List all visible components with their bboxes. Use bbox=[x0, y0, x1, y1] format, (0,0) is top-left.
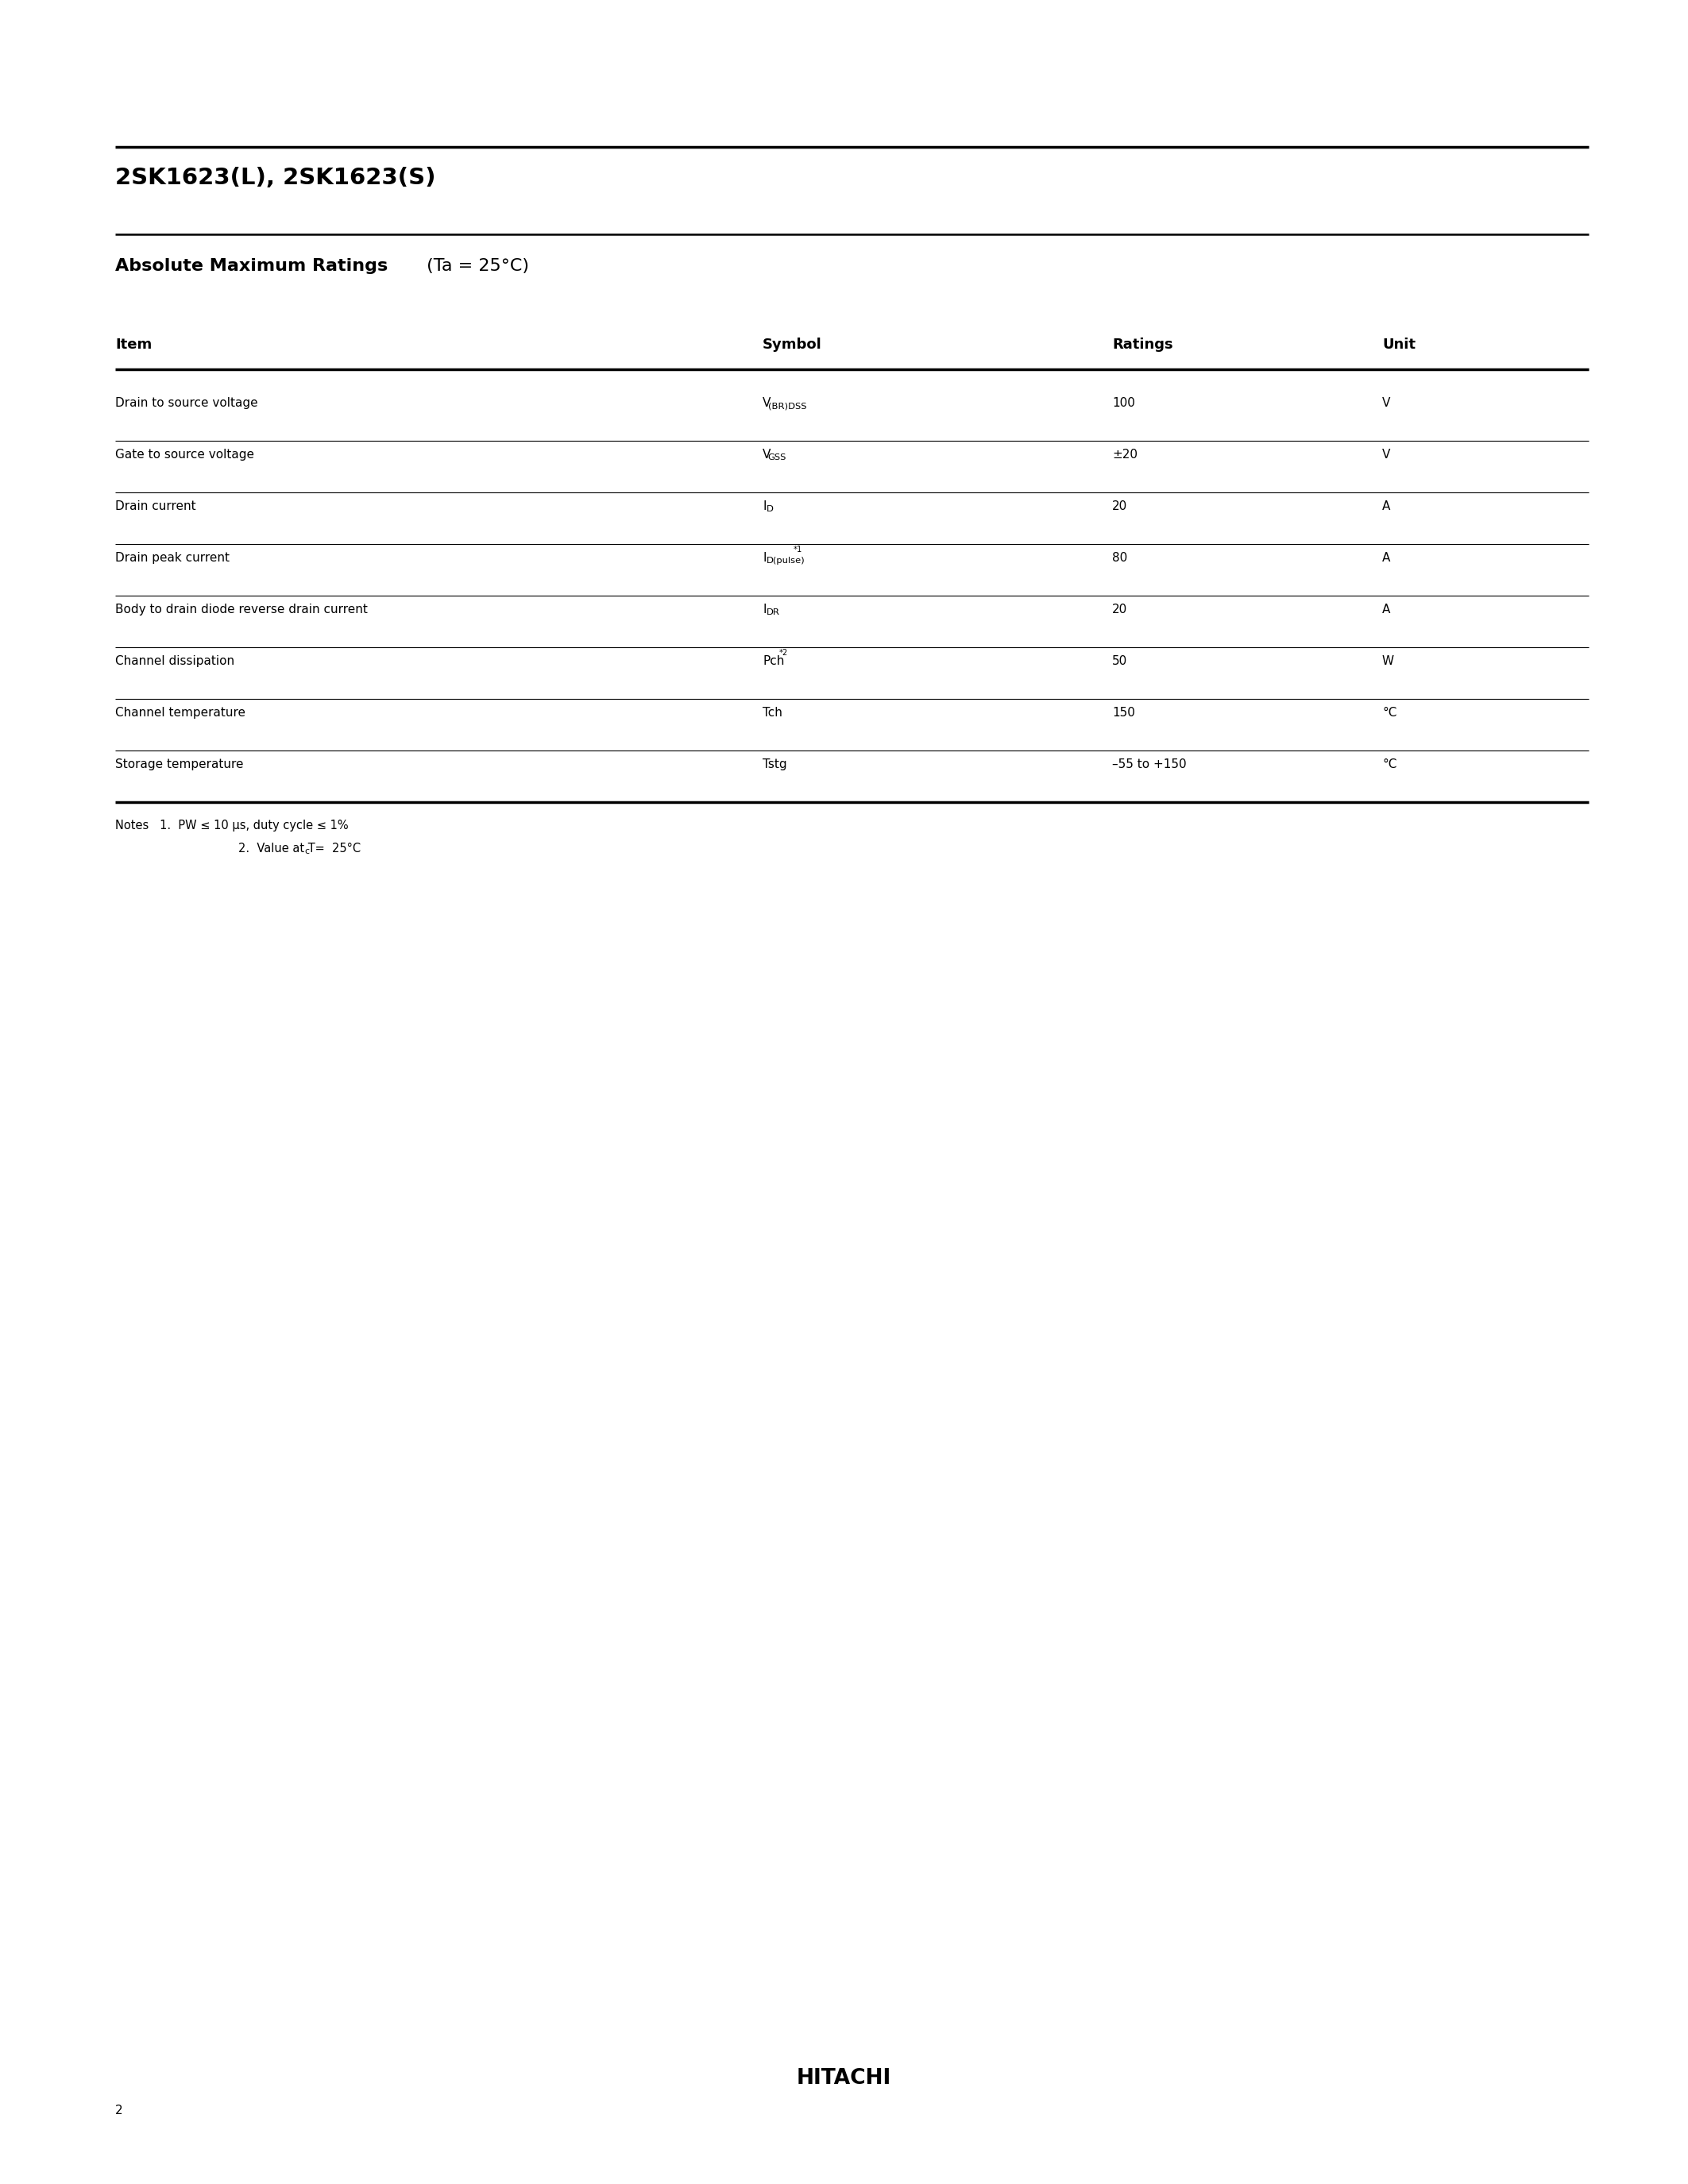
Text: Ratings: Ratings bbox=[1112, 339, 1173, 352]
Text: –55 to +150: –55 to +150 bbox=[1112, 758, 1187, 771]
Text: GSS: GSS bbox=[768, 454, 787, 461]
Text: c: c bbox=[304, 847, 309, 856]
Text: V: V bbox=[763, 448, 771, 461]
Text: Item: Item bbox=[115, 339, 152, 352]
Text: Tstg: Tstg bbox=[763, 758, 787, 771]
Text: Notes   1.  PW ≤ 10 μs, duty cycle ≤ 1%: Notes 1. PW ≤ 10 μs, duty cycle ≤ 1% bbox=[115, 819, 348, 832]
Text: W: W bbox=[1382, 655, 1394, 666]
Text: Drain current: Drain current bbox=[115, 500, 196, 513]
Text: °C: °C bbox=[1382, 708, 1396, 719]
Text: Drain to source voltage: Drain to source voltage bbox=[115, 397, 258, 408]
Text: Drain peak current: Drain peak current bbox=[115, 553, 230, 563]
Text: *2: *2 bbox=[778, 649, 788, 657]
Text: Symbol: Symbol bbox=[763, 339, 822, 352]
Text: 150: 150 bbox=[1112, 708, 1134, 719]
Text: V: V bbox=[1382, 448, 1391, 461]
Text: Unit: Unit bbox=[1382, 339, 1416, 352]
Text: DR: DR bbox=[766, 609, 780, 616]
Text: Storage temperature: Storage temperature bbox=[115, 758, 243, 771]
Text: Tch: Tch bbox=[763, 708, 782, 719]
Text: 2.  Value at T: 2. Value at T bbox=[238, 843, 316, 854]
Text: Channel dissipation: Channel dissipation bbox=[115, 655, 235, 666]
Text: V: V bbox=[1382, 397, 1391, 408]
Text: *1: *1 bbox=[793, 546, 802, 555]
Text: 2SK1623(L), 2SK1623(S): 2SK1623(L), 2SK1623(S) bbox=[115, 166, 436, 190]
Text: (Ta = 25°C): (Ta = 25°C) bbox=[420, 258, 528, 273]
Text: 2: 2 bbox=[115, 2105, 123, 2116]
Text: Channel temperature: Channel temperature bbox=[115, 708, 245, 719]
Text: 50: 50 bbox=[1112, 655, 1128, 666]
Text: 20: 20 bbox=[1112, 500, 1128, 513]
Text: I: I bbox=[763, 500, 766, 513]
Text: A: A bbox=[1382, 553, 1391, 563]
Text: Gate to source voltage: Gate to source voltage bbox=[115, 448, 255, 461]
Text: 100: 100 bbox=[1112, 397, 1134, 408]
Text: =  25°C: = 25°C bbox=[312, 843, 361, 854]
Text: 20: 20 bbox=[1112, 603, 1128, 616]
Text: Pch: Pch bbox=[763, 655, 785, 666]
Text: I: I bbox=[763, 553, 766, 563]
Text: Body to drain diode reverse drain current: Body to drain diode reverse drain curren… bbox=[115, 603, 368, 616]
Text: ±20: ±20 bbox=[1112, 448, 1138, 461]
Text: D: D bbox=[766, 505, 773, 513]
Text: V: V bbox=[763, 397, 771, 408]
Text: D(pulse): D(pulse) bbox=[766, 557, 805, 566]
Text: A: A bbox=[1382, 603, 1391, 616]
Text: I: I bbox=[763, 603, 766, 616]
Text: 80: 80 bbox=[1112, 553, 1128, 563]
Text: HITACHI: HITACHI bbox=[797, 2068, 891, 2088]
Text: Absolute Maximum Ratings: Absolute Maximum Ratings bbox=[115, 258, 388, 273]
Text: A: A bbox=[1382, 500, 1391, 513]
Text: °C: °C bbox=[1382, 758, 1396, 771]
Text: (BR)DSS: (BR)DSS bbox=[768, 402, 807, 411]
